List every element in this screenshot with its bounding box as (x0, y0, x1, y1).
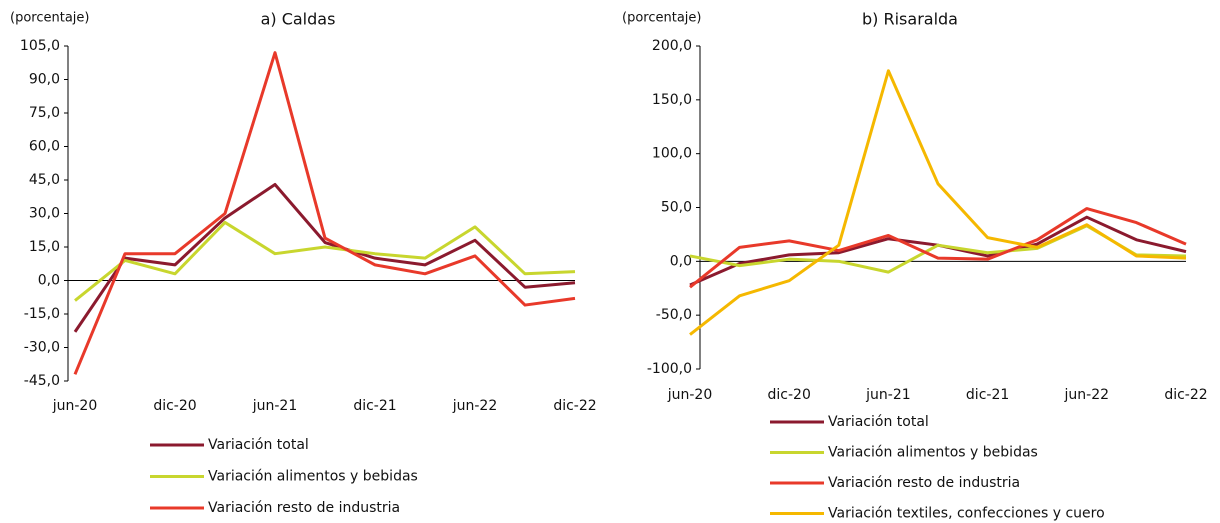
line-series (73, 182, 576, 333)
y-tick-label: 90,0 (29, 72, 60, 88)
legend-label: Variación total (208, 437, 309, 453)
chart-title: b) Risaralda (862, 10, 958, 29)
y-tick-label: 200,0 (652, 38, 692, 54)
legend-label: Variación alimentos y bebidas (828, 445, 1038, 461)
legend-label: Variación resto de industria (208, 500, 400, 516)
y-tick-label: 30,0 (29, 206, 60, 222)
legend-label: Variación alimentos y bebidas (208, 469, 418, 485)
x-tick-label: jun-20 (667, 387, 713, 403)
x-tick-label: dic-21 (353, 398, 396, 414)
y-axis-label: (porcentaje) (10, 11, 89, 26)
y-tick-label: 60,0 (29, 139, 60, 155)
y-tick-label: 45,0 (29, 172, 60, 188)
y-tick-label: 15,0 (29, 239, 60, 255)
x-tick-label: jun-21 (252, 398, 298, 414)
line-series (689, 207, 1187, 289)
line-series (689, 69, 1187, 336)
x-tick-label: jun-20 (52, 398, 98, 414)
y-tick-label: 100,0 (652, 146, 692, 162)
line-series (689, 224, 1187, 274)
x-tick-label: dic-20 (153, 398, 196, 414)
x-tick-label: dic-20 (768, 387, 811, 403)
x-tick-label: dic-21 (966, 387, 1009, 403)
legend-label: Variación total (828, 414, 929, 430)
line-series (689, 215, 1187, 287)
x-tick-label: jun-22 (1064, 387, 1110, 403)
legend-label: Variación resto de industria (828, 475, 1020, 491)
y-tick-label: 150,0 (652, 92, 692, 108)
y-tick-label: -15,0 (24, 306, 60, 322)
y-tick-label: -50,0 (656, 307, 692, 323)
line-series (73, 51, 576, 375)
y-axis-label: (porcentaje) (622, 11, 701, 26)
y-tick-label: -45,0 (24, 373, 60, 389)
legend-label: Variación textiles, confecciones y cuero (828, 506, 1105, 522)
y-tick-label: 75,0 (29, 105, 60, 121)
x-tick-label: jun-22 (452, 398, 498, 414)
line-series (74, 220, 576, 302)
y-tick-label: 0,0 (670, 253, 692, 269)
x-tick-label: dic-22 (1164, 387, 1207, 403)
y-tick-label: -100,0 (647, 361, 692, 377)
y-tick-label: 0,0 (38, 273, 60, 289)
y-tick-label: 105,0 (20, 38, 60, 54)
y-tick-label: -30,0 (24, 340, 60, 356)
chart-title: a) Caldas (261, 10, 336, 29)
x-tick-label: jun-21 (865, 387, 911, 403)
x-tick-label: dic-22 (553, 398, 596, 414)
y-tick-label: 50,0 (661, 200, 692, 216)
